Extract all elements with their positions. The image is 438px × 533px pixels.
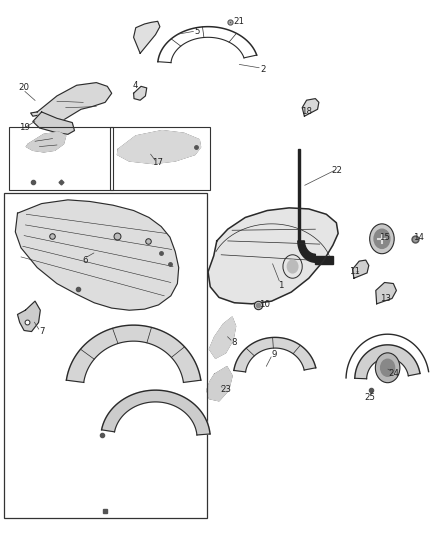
Text: 8: 8	[232, 338, 237, 346]
Text: 19: 19	[19, 124, 29, 132]
Polygon shape	[102, 390, 210, 435]
Polygon shape	[117, 131, 201, 164]
Bar	[9, 127, 113, 190]
Text: 22: 22	[332, 166, 343, 175]
Circle shape	[381, 359, 395, 376]
Bar	[4, 193, 207, 518]
Text: 2: 2	[260, 65, 265, 74]
Polygon shape	[33, 112, 74, 134]
Polygon shape	[376, 282, 396, 304]
Text: 10: 10	[259, 301, 271, 309]
Text: 18: 18	[301, 108, 312, 116]
Polygon shape	[18, 301, 40, 332]
Bar	[110, 127, 210, 190]
Text: 15: 15	[379, 233, 390, 241]
Circle shape	[287, 260, 298, 273]
Text: 11: 11	[349, 268, 360, 276]
Polygon shape	[315, 256, 333, 264]
Circle shape	[375, 353, 400, 383]
Polygon shape	[298, 149, 300, 241]
Text: 7: 7	[39, 327, 44, 336]
Polygon shape	[353, 260, 369, 278]
Text: 9: 9	[271, 350, 276, 359]
Polygon shape	[302, 99, 319, 116]
Text: 20: 20	[18, 84, 30, 92]
Polygon shape	[207, 367, 232, 401]
Text: 24: 24	[389, 369, 400, 377]
Polygon shape	[31, 83, 112, 120]
Text: 5: 5	[194, 28, 200, 36]
Text: 1: 1	[278, 281, 283, 289]
Text: 23: 23	[220, 385, 231, 393]
Polygon shape	[234, 337, 316, 372]
Polygon shape	[298, 241, 315, 262]
Text: 4: 4	[133, 81, 138, 90]
Polygon shape	[134, 86, 147, 100]
Circle shape	[374, 229, 390, 248]
Text: 25: 25	[364, 393, 376, 401]
Text: 13: 13	[380, 294, 391, 303]
Polygon shape	[26, 132, 66, 152]
Polygon shape	[44, 224, 175, 290]
Polygon shape	[15, 200, 179, 310]
Polygon shape	[208, 208, 338, 304]
Polygon shape	[134, 21, 160, 53]
Text: 17: 17	[152, 158, 163, 167]
Circle shape	[370, 224, 394, 254]
Text: 6: 6	[83, 256, 88, 264]
Polygon shape	[355, 345, 420, 379]
Text: 14: 14	[413, 233, 424, 241]
Polygon shape	[67, 325, 201, 382]
Text: 21: 21	[233, 17, 244, 26]
Polygon shape	[209, 317, 236, 358]
